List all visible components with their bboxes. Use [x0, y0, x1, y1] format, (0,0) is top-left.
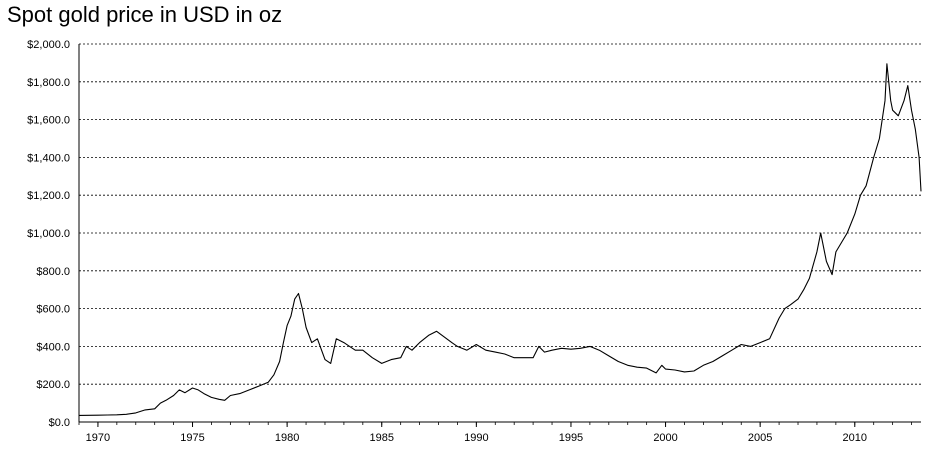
x-tick-labels: 1970 1975 1980 1985 1990 1995 2000 2005 2010 — [86, 432, 867, 444]
x-tick-label: 1970 — [86, 432, 110, 444]
series-line-0 — [78, 63, 922, 416]
x-tick-label: 1980 — [275, 432, 299, 444]
x-tick-label: 1985 — [369, 432, 393, 444]
y-tick-label: $200.0 — [36, 379, 70, 391]
y-tick-label: $1,800.0 — [27, 77, 70, 89]
y-tick-label: $400.0 — [36, 341, 70, 353]
y-tick-label: $600.0 — [36, 304, 70, 316]
series-layer — [78, 63, 922, 416]
x-tick-label: 2005 — [748, 432, 772, 444]
x-tick-label: 1990 — [464, 432, 488, 444]
y-tick-label: $1,200.0 — [27, 190, 70, 202]
y-tick-label: $800.0 — [36, 266, 70, 278]
chart-title: Spot gold price in USD in oz — [7, 2, 283, 27]
y-tick-label: $0.0 — [49, 417, 70, 429]
y-tick-labels: $0.0 $200.0 $400.0 $600.0 $800.0 $1,000.0 $1,2… — [27, 39, 70, 429]
x-tick-label: 2010 — [843, 432, 867, 444]
y-tick-label: $1,400.0 — [27, 152, 70, 164]
axes — [78, 44, 921, 427]
x-tick-label: 1975 — [180, 432, 204, 444]
x-tick-label: 1995 — [559, 432, 583, 444]
x-tick-label: 2000 — [653, 432, 677, 444]
grid-lines — [79, 43, 921, 385]
y-tick-label: $1,000.0 — [27, 228, 70, 240]
y-tick-label: $1,600.0 — [27, 115, 70, 127]
y-tick-label: $2,000.0 — [27, 39, 70, 51]
